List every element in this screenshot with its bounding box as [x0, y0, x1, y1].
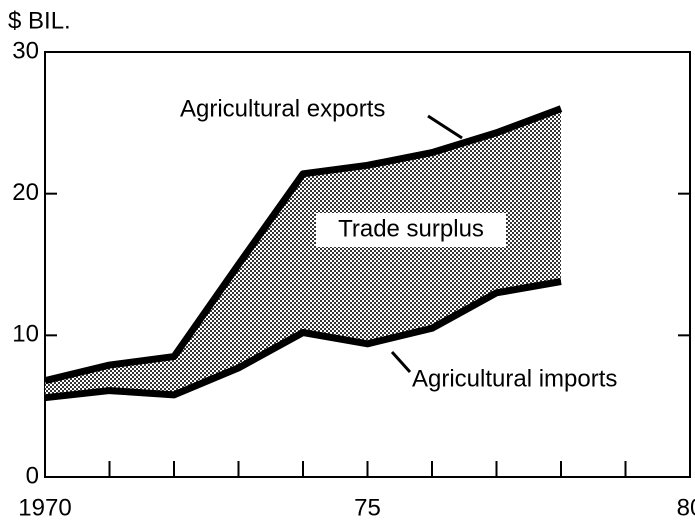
series-line [44, 105, 563, 385]
series-label: Agricultural imports [412, 365, 617, 392]
y-tick-label: 30 [12, 37, 39, 64]
area-label: Trade surplus [338, 215, 484, 242]
pointer [427, 114, 463, 140]
surplus-area [45, 108, 561, 398]
series-line [44, 278, 562, 402]
x-tick-label: 75 [354, 494, 381, 521]
y-tick-label: 20 [12, 179, 39, 206]
x-tick-label: 1970 [18, 494, 71, 521]
series-label: Agricultural exports [180, 95, 385, 122]
pointer [390, 350, 412, 374]
y-tick-label: 10 [12, 321, 39, 348]
label-bg [316, 213, 506, 247]
y-axis-label: $ BIL. [8, 7, 71, 34]
y-tick-label: 0 [26, 462, 39, 489]
x-tick-label: 80 [677, 494, 695, 521]
